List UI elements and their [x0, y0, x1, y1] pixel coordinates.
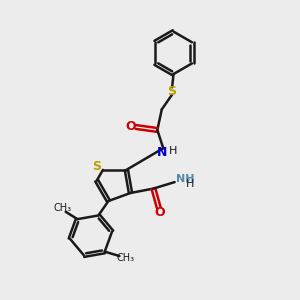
Text: CH₃: CH₃ — [117, 253, 135, 262]
Text: O: O — [126, 120, 136, 133]
Text: H: H — [169, 146, 177, 156]
Text: H: H — [186, 178, 194, 189]
Text: S: S — [92, 160, 101, 173]
Text: N: N — [157, 146, 167, 159]
Text: O: O — [154, 206, 165, 219]
Text: S: S — [168, 85, 177, 98]
Text: NH: NH — [176, 174, 195, 184]
Text: ₂: ₂ — [186, 175, 190, 185]
Text: CH₃: CH₃ — [53, 203, 71, 213]
